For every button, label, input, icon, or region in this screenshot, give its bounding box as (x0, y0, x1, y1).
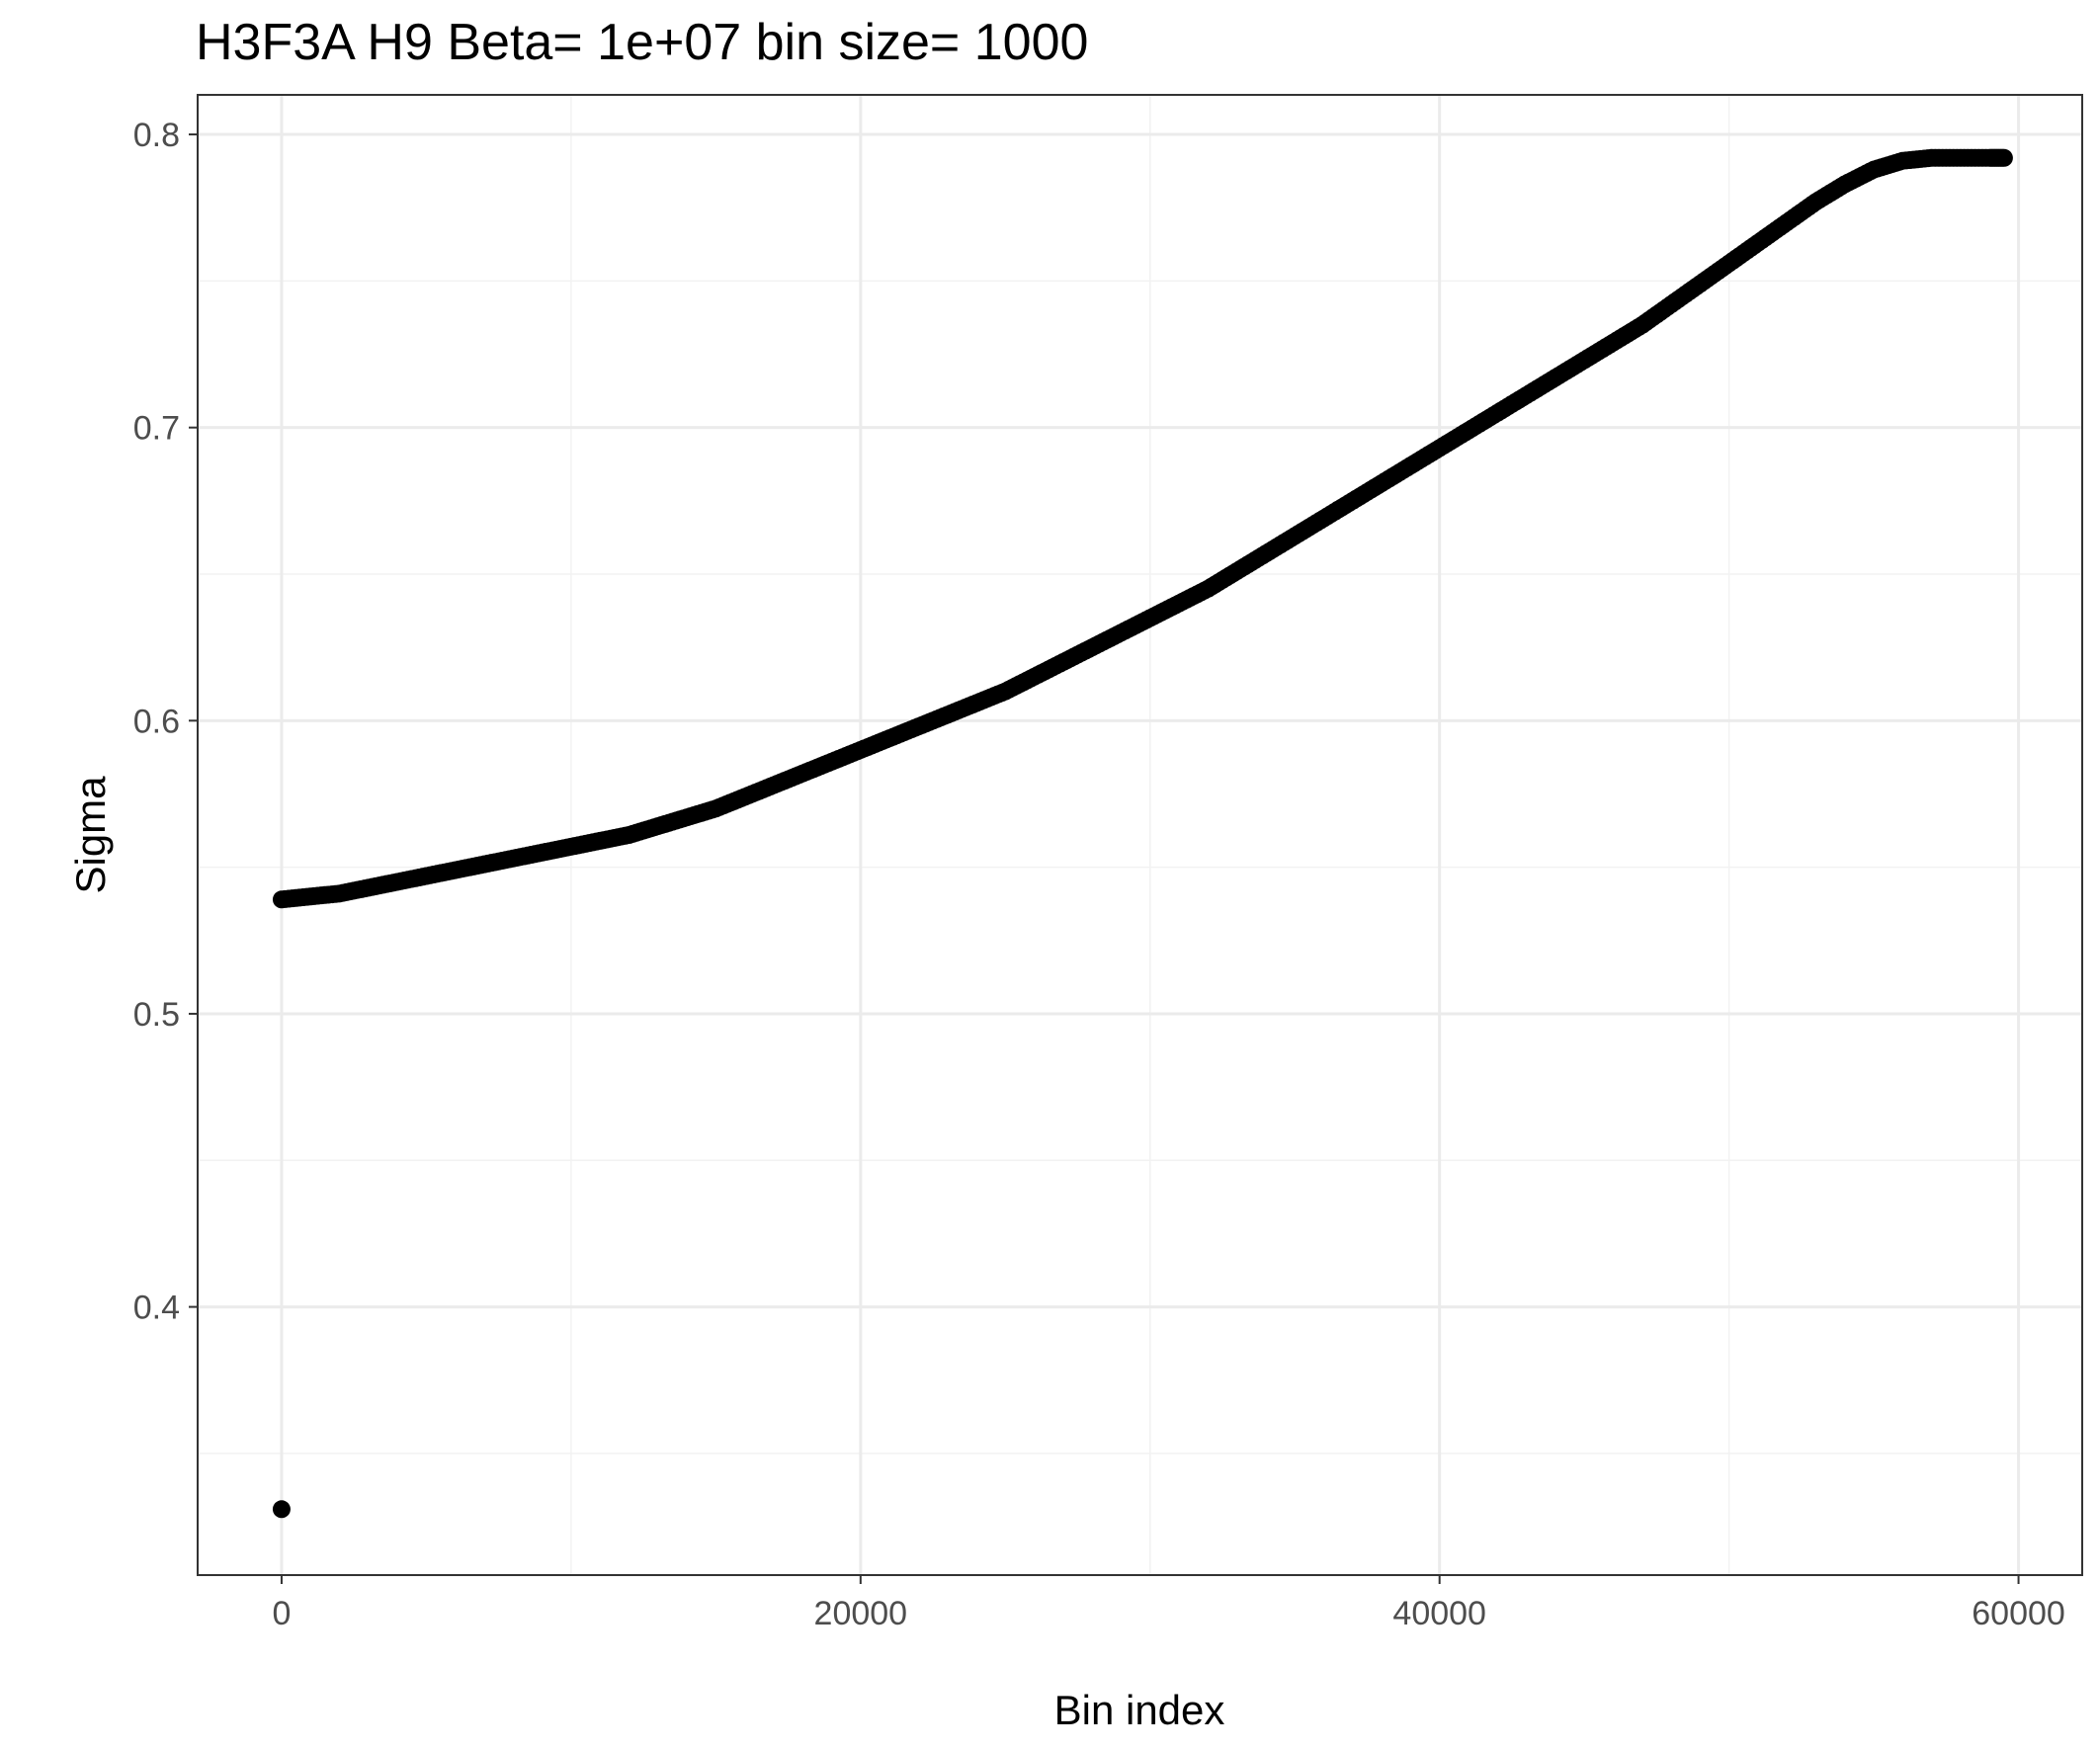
minor-gridlines (198, 95, 2082, 1575)
y-axis-title: Sigma (67, 776, 114, 894)
series-1-points (272, 148, 2013, 909)
plot-border (197, 94, 2083, 1576)
data-point (1994, 148, 2013, 167)
x-axis-title: Bin index (1054, 1687, 1225, 1733)
y-tick-label: 0.7 (133, 410, 180, 448)
x-tick-label: 0 (272, 1595, 291, 1632)
y-tick-label: 0.5 (133, 996, 180, 1034)
y-tick-label: 0.8 (133, 117, 180, 154)
data-points (272, 148, 2013, 1519)
x-tick-label: 40000 (1392, 1595, 1486, 1632)
series-2-points (272, 1500, 291, 1519)
plot-panel (198, 95, 2082, 1575)
major-gridlines (198, 95, 2082, 1575)
y-axis: 0.4 0.5 0.6 0.7 0.8 (133, 117, 198, 1327)
x-tick-label: 60000 (1972, 1595, 2065, 1632)
y-tick-label: 0.4 (133, 1290, 180, 1327)
x-axis: 0 20000 40000 60000 (272, 1575, 2065, 1632)
data-point (272, 1500, 291, 1519)
x-tick-label: 20000 (814, 1595, 908, 1632)
y-tick-label: 0.6 (133, 703, 180, 740)
chart-title: H3F3A H9 Beta= 1e+07 bin size= 1000 (196, 14, 1088, 71)
